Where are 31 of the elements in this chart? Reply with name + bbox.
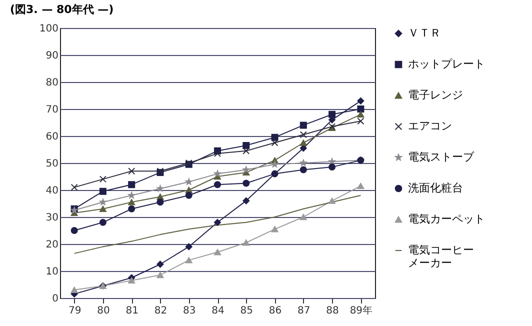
x-tick-label: 85 [240,306,254,316]
chart-title: (図3. — 80年代 —) [10,3,114,16]
y-tick-label: 10 [46,266,58,278]
legend-label: 洗面化粧台 [408,182,463,194]
x-tick-label: 88 [326,306,339,316]
legend-label: ＶＴＲ [408,26,441,40]
legend-label: 電気カーペット [408,212,485,226]
y-tick-label: 50 [46,158,58,170]
y-tick-label: 100 [39,24,58,34]
legend-label: 電気ストーブ [408,150,475,164]
y-tick-label: 80 [46,78,58,88]
x-tick-label: 83 [182,306,196,316]
legend-label: 電子レンジ [408,88,463,102]
x-tick-label: 81 [126,306,138,316]
y-tick-label: 20 [46,240,58,250]
x-tick-label: 86 [268,306,282,316]
legend-label: ホットプレート [408,58,485,70]
legend-label: エアコン [408,120,452,132]
x-tick-label: 82 [154,306,168,316]
x-tick-label: 89年 [350,304,373,316]
legend-label: 電気コーヒーメーカー [408,244,474,270]
y-tick-label: 40 [46,186,58,196]
y-tick-label: 30 [46,212,58,224]
y-tick-label: 90 [46,50,58,62]
x-tick-label: 80 [97,306,110,316]
y-tick-label: 70 [46,104,58,116]
x-tick-label: 84 [212,306,224,316]
y-tick-label: 60 [46,132,58,142]
y-tick-label: 0 [52,294,58,304]
x-tick-label: 87 [298,306,310,316]
x-tick-label: 79 [68,306,82,316]
